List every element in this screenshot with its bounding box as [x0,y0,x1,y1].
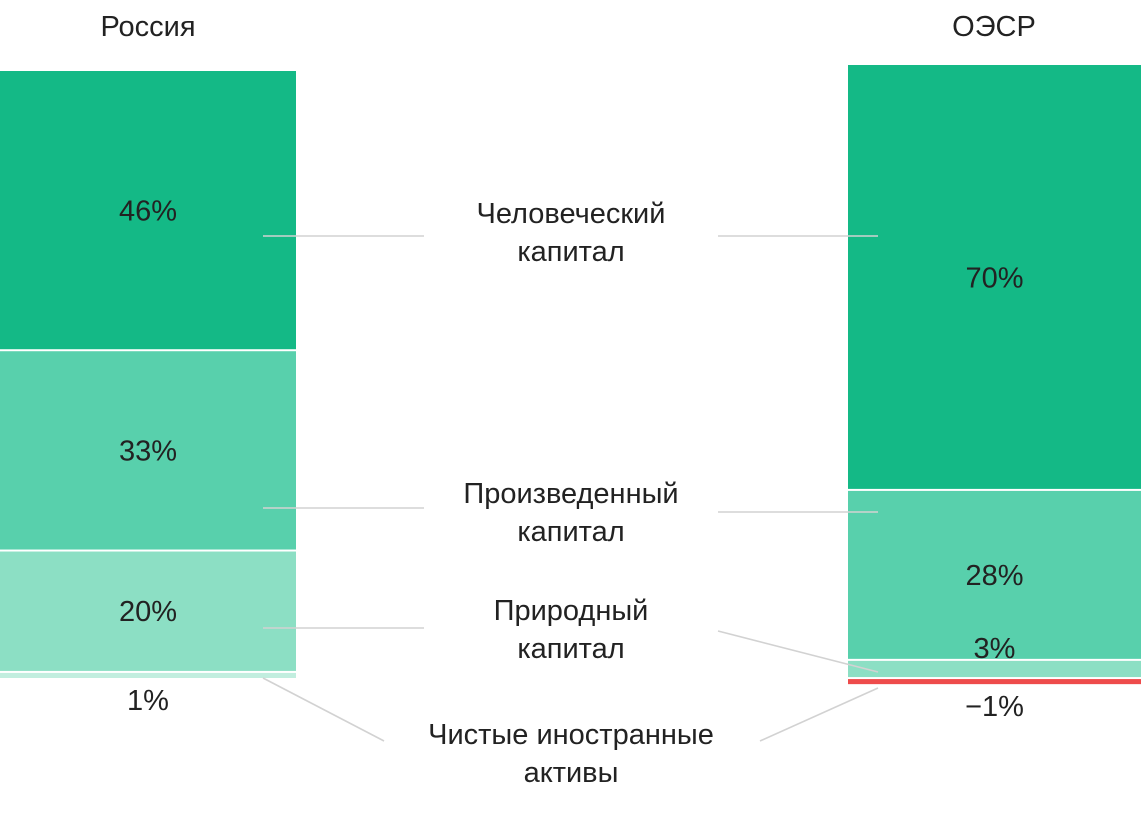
category-label-2: ОЭСР [952,11,1036,43]
segment-separator [848,658,1141,661]
value-label-2-3: 3% [974,633,1016,665]
segment-separator [848,488,1141,491]
segment-separator [0,549,296,552]
connector-line-8 [759,687,879,742]
value-label-1-4: 1% [127,685,169,717]
bar-segment-2-2 [848,489,1141,660]
bar-segment-2-3 [848,659,1141,679]
bar-segment-1-2 [0,350,296,551]
bar-segment-1-4 [0,671,296,678]
bar-segment-2-1 [848,65,1141,490]
value-label-2-1: 70% [965,262,1023,294]
value-label-2-4: −1% [965,691,1024,723]
segment-separator [0,349,296,352]
series-label-4-line-2: активы [524,757,619,789]
series-label-1-line-2: капитал [517,236,624,268]
series-label-3-line-2: капитал [517,633,624,665]
bar-segment-1-1 [0,71,296,351]
bar-segment-1-3 [0,550,296,672]
value-label-1-2: 33% [119,435,177,467]
connector-line-7 [262,677,385,742]
category-label-1: Россия [100,11,195,43]
series-label-2-line-2: капитал [517,516,624,548]
series-label-3-line-1: Природный [494,595,649,627]
value-label-1-1: 46% [119,196,177,228]
segment-separator [0,670,296,673]
series-label-2-line-1: Произведенный [463,478,678,510]
series-label-4-line-1: Чистые иностранные [428,719,714,751]
value-label-2-2: 28% [965,560,1023,592]
segment-separator [848,677,1141,680]
series-label-1-line-1: Человеческий [477,198,666,230]
value-label-1-3: 20% [119,596,177,628]
connector-line-6 [717,630,879,673]
bar-segment-2-4 [848,678,1141,685]
